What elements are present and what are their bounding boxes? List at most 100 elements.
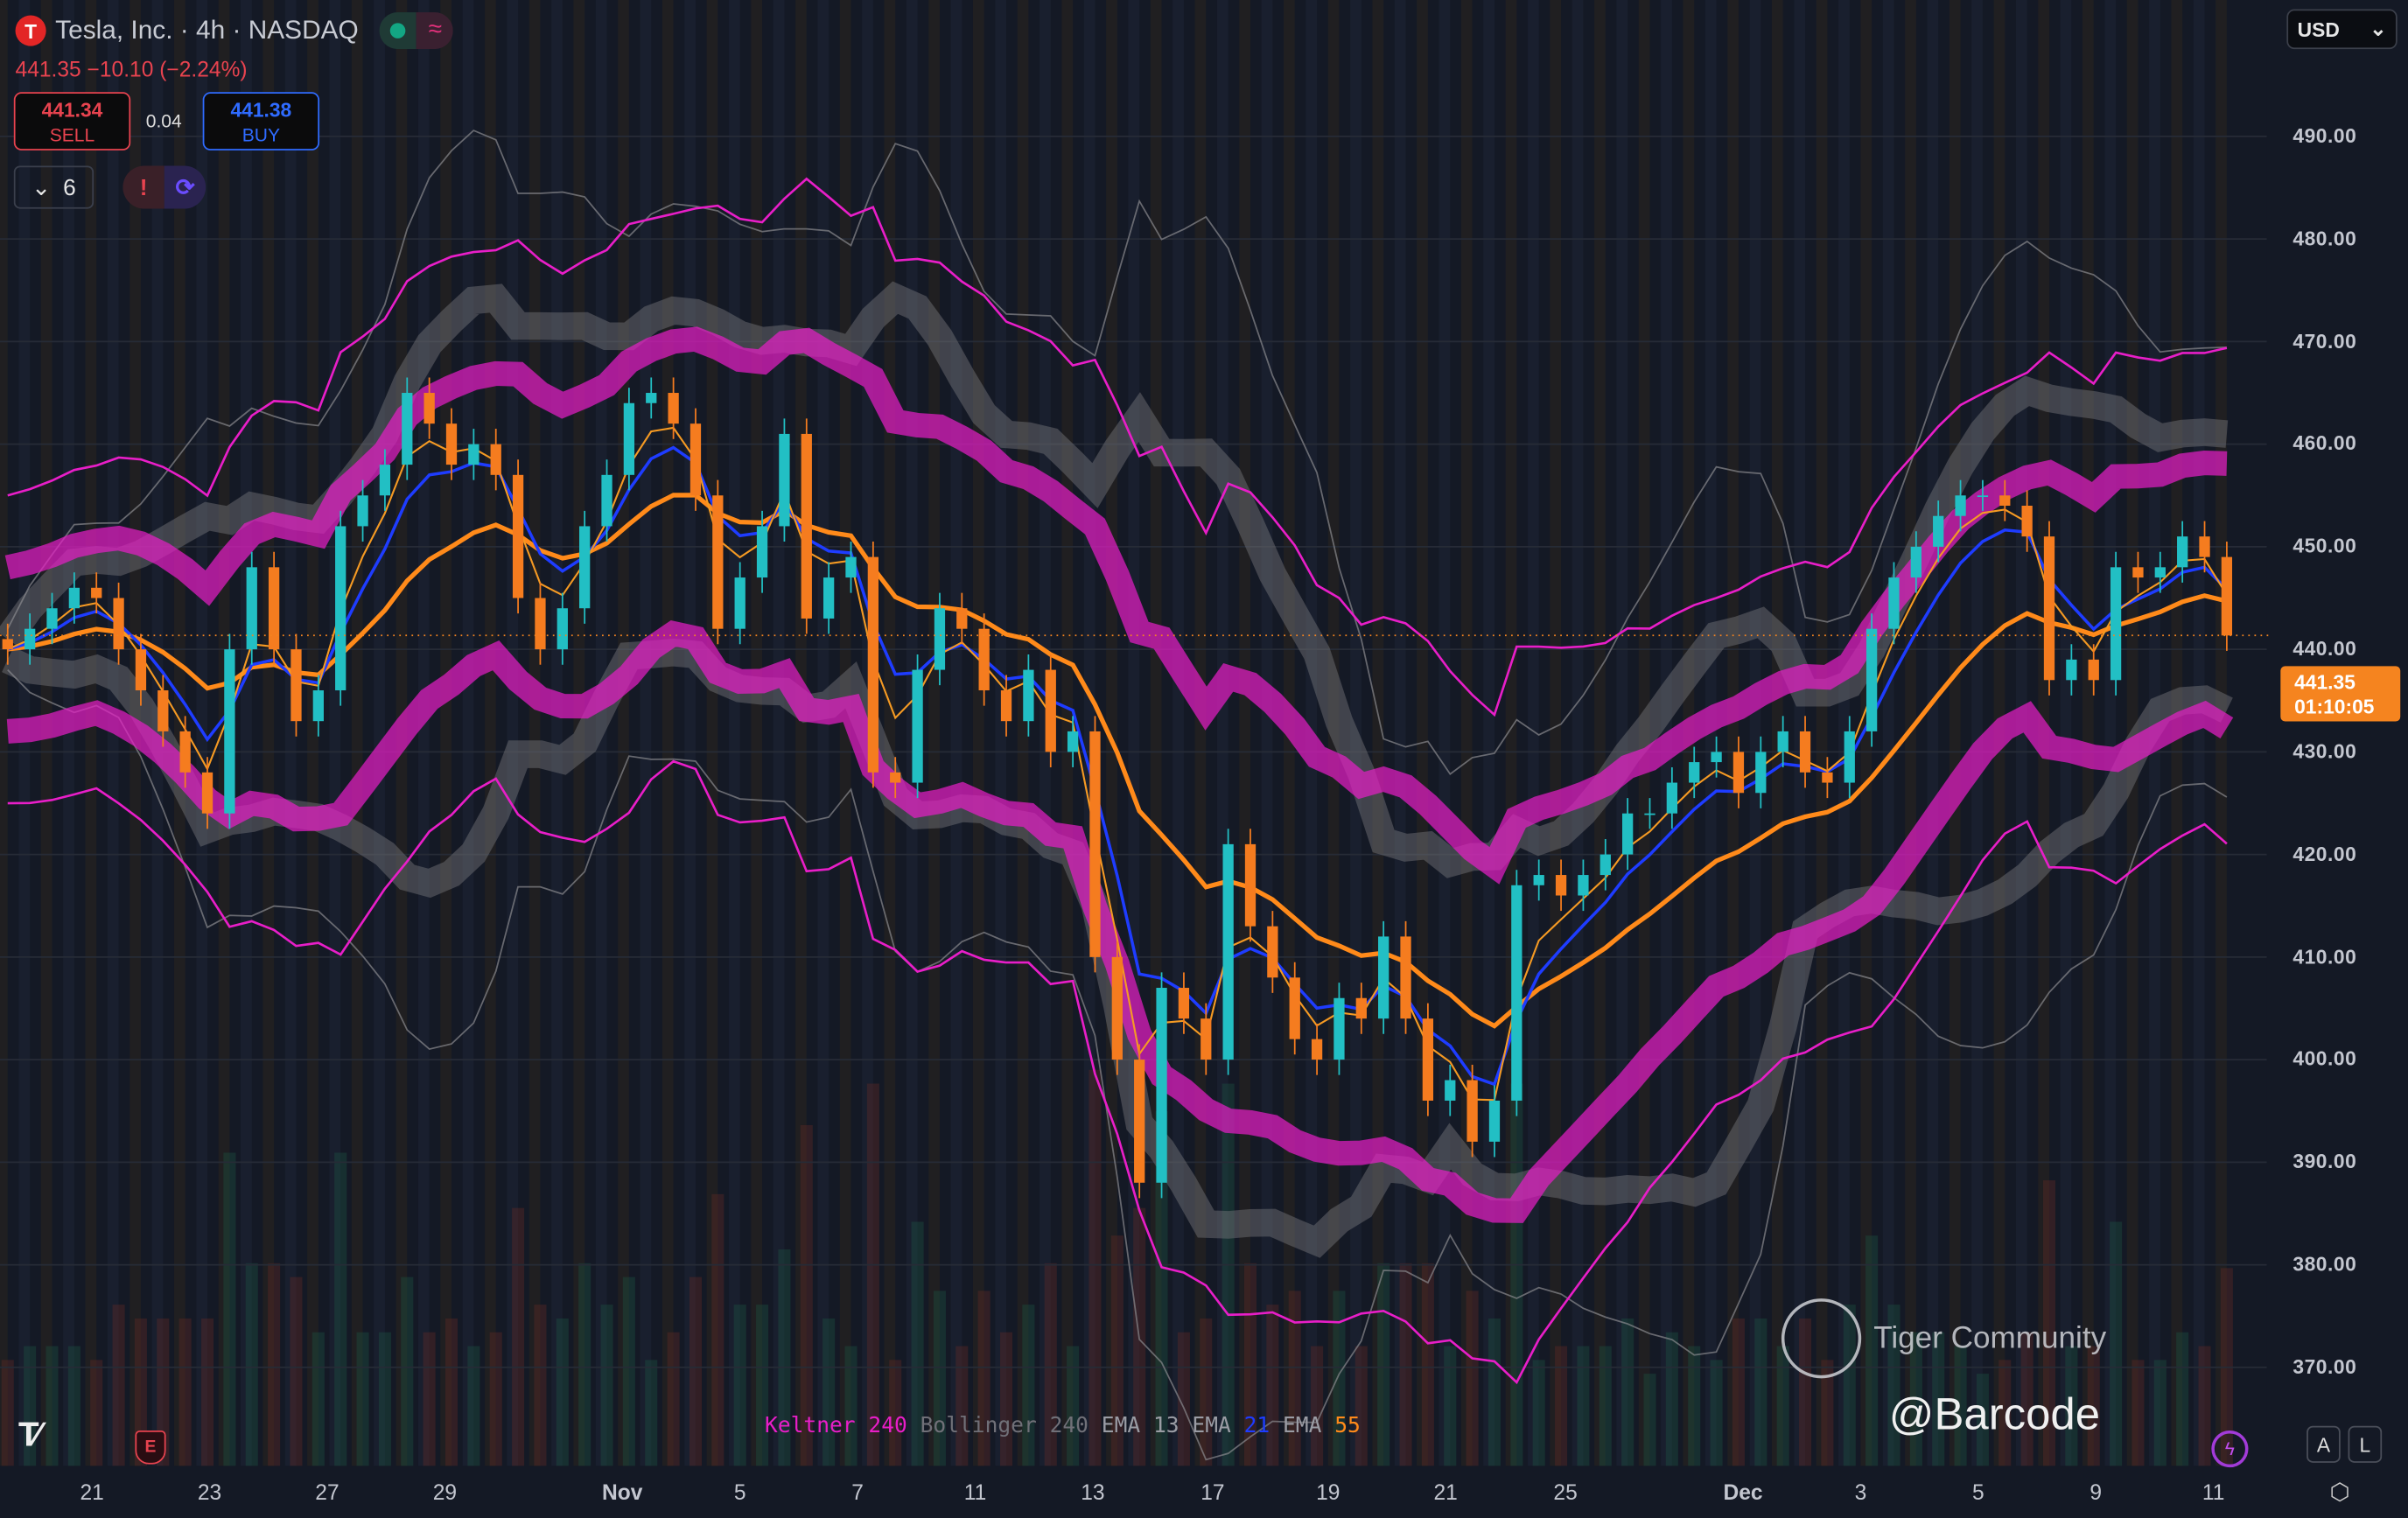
indicators-collapse-button[interactable]: ⌄ 6	[13, 165, 94, 209]
candle-up	[402, 393, 413, 465]
market-status-pill[interactable]: ≈	[380, 12, 454, 50]
candle-down	[91, 587, 102, 598]
bar-stripe	[1528, 0, 1539, 1466]
currency-select[interactable]: USD ⌄	[2286, 9, 2398, 50]
bar-stripe	[1638, 0, 1650, 1466]
candle-up	[1844, 731, 1855, 783]
candle-up	[468, 444, 480, 465]
time-tick-label: 17	[1200, 1480, 1225, 1505]
bar-stripe	[85, 0, 97, 1466]
candle-up	[756, 526, 768, 578]
candle-down	[1555, 875, 1567, 896]
symbol-title[interactable]: Tesla, Inc. · 4h · NASDAQ	[55, 15, 359, 45]
auto-scale-button[interactable]: A	[2306, 1425, 2341, 1463]
bar-stripe	[1483, 0, 1494, 1466]
bar-stripe	[795, 0, 807, 1466]
earnings-marker-icon[interactable]: E	[135, 1431, 166, 1465]
symbol-header[interactable]: T Tesla, Inc. · 4h · NASDAQ ≈	[15, 12, 454, 50]
candle-up	[1334, 997, 1345, 1060]
bar-stripe	[1350, 0, 1362, 1466]
bar-stripe	[551, 0, 563, 1466]
price-tick-label: 460.00	[2292, 431, 2357, 455]
candle-up	[623, 402, 635, 475]
candle-down	[801, 433, 812, 619]
bar-stripe	[928, 0, 940, 1466]
candle-up	[1533, 875, 1544, 885]
volume-bar	[1643, 1374, 1656, 1466]
time-tick-label: 29	[432, 1480, 458, 1505]
bar-stripe	[1816, 0, 1828, 1466]
legend-bollinger: Bollinger	[920, 1413, 1037, 1438]
time-tick-label: Nov	[602, 1480, 643, 1505]
bar-stripe	[1971, 0, 1983, 1466]
candle-up	[1689, 762, 1700, 783]
volume-bar	[1222, 1083, 1235, 1466]
volume-bar	[822, 1318, 836, 1466]
candle-up	[1222, 843, 1234, 1060]
candle-down	[1000, 690, 1012, 722]
bar-stripe	[485, 0, 496, 1466]
volume-bar	[378, 1332, 391, 1466]
candle-down	[158, 690, 169, 731]
sell-button[interactable]: 441.34 SELL	[13, 92, 131, 150]
candle-up	[46, 608, 58, 629]
candle-down	[1422, 1018, 1434, 1101]
buy-button[interactable]: 441.38 BUY	[202, 92, 320, 150]
tradingview-logo-icon[interactable]: T⁄	[18, 1415, 40, 1454]
price-tick-label: 490.00	[2292, 123, 2357, 148]
candle-down	[1311, 1039, 1323, 1060]
bar-stripe	[151, 0, 164, 1466]
bar-stripe	[1040, 0, 1051, 1466]
volume-bar	[1732, 1318, 1745, 1466]
volume-bar	[1354, 1346, 1368, 1466]
candle-down	[956, 608, 968, 629]
candle-up	[1888, 577, 1900, 629]
candle-down	[268, 567, 280, 650]
bar-stripe	[684, 0, 696, 1466]
candle-up	[2177, 536, 2188, 568]
time-axis-bg	[0, 1466, 2408, 1518]
alerts-pill[interactable]: ! ⟳	[122, 165, 206, 209]
volume-bar	[1665, 1332, 1678, 1466]
settings-icon[interactable]: ⬡	[2329, 1480, 2350, 1506]
candle-up	[1933, 515, 1944, 547]
candle-up	[68, 587, 80, 609]
candle-up	[1666, 782, 1678, 814]
volume-bar	[1266, 1305, 1279, 1466]
volume-bar	[1377, 1263, 1390, 1466]
indicator-legend[interactable]: Keltner 240 Bollinger 240 EMA 13 EMA 21 …	[765, 1413, 1361, 1438]
candle-up	[1955, 495, 1966, 516]
candle-down	[978, 628, 990, 691]
log-scale-button[interactable]: L	[2348, 1425, 2383, 1463]
candle-down	[1732, 752, 1745, 794]
volume-bar	[1754, 1318, 1768, 1466]
bar-stripe	[1417, 0, 1428, 1466]
bar-stripe	[1727, 0, 1739, 1466]
time-tick-label: 21	[1433, 1480, 1458, 1505]
bar-stripe	[1949, 0, 1961, 1466]
volume-bar	[1177, 1332, 1190, 1466]
volume-bar	[1466, 1291, 1479, 1466]
warning-icon[interactable]: !	[122, 165, 164, 209]
candle-up	[822, 577, 835, 619]
bar-stripe	[2060, 0, 2072, 1466]
bar-stripe	[729, 0, 740, 1466]
volume-bar	[1532, 1360, 1545, 1466]
bar-stripe	[173, 0, 186, 1466]
last-price-tag: 441.35 01:10:05	[2280, 666, 2401, 722]
bar-stripe	[950, 0, 962, 1466]
volume-bar	[977, 1291, 990, 1466]
candle-up	[1511, 885, 1522, 1101]
volume-bar	[1621, 1318, 1634, 1466]
candle-down	[1400, 936, 1411, 1019]
volume-bar	[1088, 1069, 1102, 1466]
volume-bar	[1555, 1346, 1568, 1466]
volume-bar	[645, 1360, 658, 1466]
volume-bar	[2176, 1332, 2189, 1466]
candle-up	[779, 433, 790, 527]
refresh-icon[interactable]: ⟳	[164, 165, 206, 209]
lightning-icon[interactable]: ϟ	[2211, 1431, 2249, 1468]
volume-bar	[2110, 1221, 2123, 1466]
candle-down	[290, 649, 302, 722]
